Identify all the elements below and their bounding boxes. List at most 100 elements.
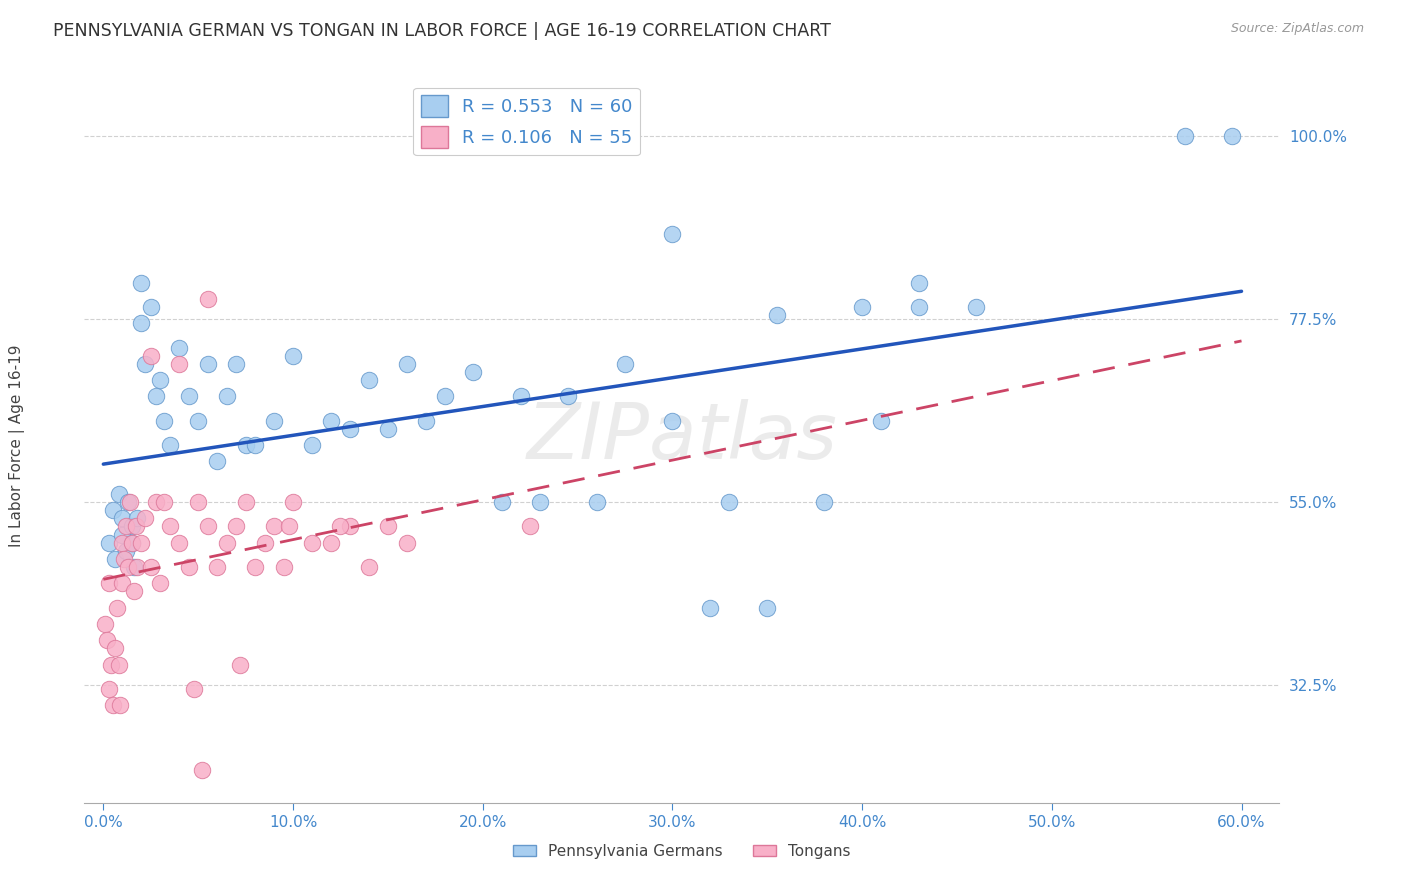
Point [339, 519, 361, 533]
Point [167, 535, 190, 549]
Point [377, 422, 399, 436]
Point [273, 560, 295, 574]
Point [153, 414, 176, 428]
Point [187, 495, 209, 509]
Point [263, 519, 285, 533]
Point [167, 341, 190, 355]
Point [115, 519, 138, 533]
Point [908, 300, 931, 314]
Point [149, 576, 172, 591]
Point [100, 657, 122, 672]
Point [105, 600, 128, 615]
Point [145, 495, 167, 509]
Point [101, 698, 124, 713]
Point [263, 414, 285, 428]
Point [281, 349, 304, 363]
Point [167, 357, 190, 371]
Point [319, 535, 342, 549]
Point [98, 576, 121, 591]
Point [191, 764, 214, 778]
Point [153, 495, 176, 509]
Point [585, 495, 607, 509]
Point [98, 535, 121, 549]
Point [118, 495, 141, 509]
Point [197, 519, 219, 533]
Point [101, 503, 124, 517]
Point [319, 414, 342, 428]
Point [197, 292, 219, 306]
Point [145, 389, 167, 403]
Point [813, 495, 835, 509]
Point [177, 389, 200, 403]
Point [301, 438, 323, 452]
Point [215, 535, 238, 549]
Point [377, 519, 399, 533]
Point [183, 681, 205, 696]
Point [112, 552, 135, 566]
Point [117, 560, 139, 574]
Point [124, 519, 146, 533]
Point [870, 414, 893, 428]
Point [357, 560, 380, 574]
Text: Source: ZipAtlas.com: Source: ZipAtlas.com [1230, 22, 1364, 36]
Point [127, 560, 149, 574]
Point [107, 657, 129, 672]
Point [756, 600, 779, 615]
Point [111, 527, 134, 541]
Point [1220, 129, 1243, 144]
Point [699, 600, 721, 615]
Point [491, 495, 513, 509]
Point [107, 487, 129, 501]
Point [661, 227, 683, 241]
Point [139, 349, 162, 363]
Point [243, 560, 266, 574]
Point [111, 535, 134, 549]
Point [225, 519, 247, 533]
Point [139, 560, 162, 574]
Point [614, 357, 637, 371]
Point [965, 300, 987, 314]
Point [129, 535, 152, 549]
Point [129, 276, 152, 290]
Point [225, 357, 247, 371]
Text: In Labor Force | Age 16-19: In Labor Force | Age 16-19 [8, 344, 25, 548]
Point [243, 438, 266, 452]
Point [115, 544, 138, 558]
Point [661, 414, 683, 428]
Point [111, 511, 134, 525]
Point [177, 560, 200, 574]
Point [1174, 129, 1197, 144]
Point [205, 454, 228, 468]
Point [121, 535, 143, 549]
Point [415, 414, 437, 428]
Point [197, 357, 219, 371]
Point [122, 584, 145, 599]
Point [134, 357, 156, 371]
Point [519, 519, 541, 533]
Point [134, 511, 156, 525]
Point [149, 373, 172, 387]
Text: PENNSYLVANIA GERMAN VS TONGAN IN LABOR FORCE | AGE 16-19 CORRELATION CHART: PENNSYLVANIA GERMAN VS TONGAN IN LABOR F… [53, 22, 831, 40]
Point [433, 389, 456, 403]
Point [121, 519, 143, 533]
Point [329, 519, 352, 533]
Point [301, 535, 323, 549]
Point [253, 535, 276, 549]
Point [215, 389, 238, 403]
Point [122, 560, 145, 574]
Point [235, 495, 257, 509]
Point [159, 438, 181, 452]
Point [509, 389, 531, 403]
Point [104, 641, 127, 656]
Point [851, 300, 873, 314]
Point [281, 495, 304, 509]
Point [278, 519, 301, 533]
Point [395, 357, 418, 371]
Point [357, 373, 380, 387]
Text: ZIPatlas: ZIPatlas [526, 399, 838, 475]
Point [395, 535, 418, 549]
Point [111, 576, 134, 591]
Point [117, 495, 139, 509]
Point [235, 438, 257, 452]
Point [229, 657, 252, 672]
